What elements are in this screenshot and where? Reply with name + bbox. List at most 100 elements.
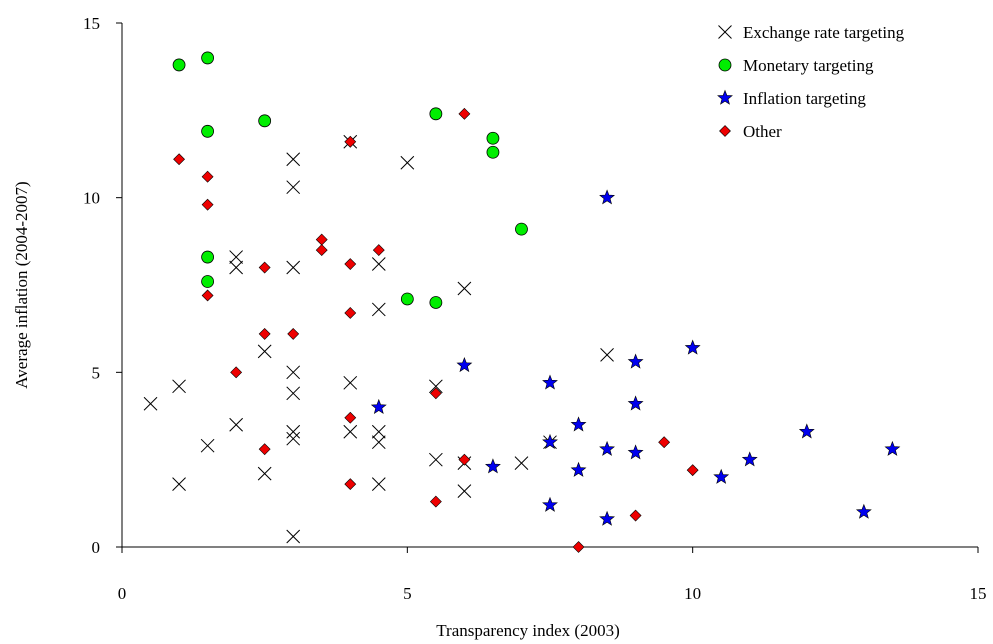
data-point-exchange-rate-targeting: [371, 302, 386, 317]
data-point-exchange-rate-targeting: [429, 379, 443, 394]
series-inflation-targeting: [370, 189, 901, 526]
y-tick-label: 0: [92, 538, 101, 557]
data-point-exchange-rate-targeting: [286, 386, 301, 401]
legend-label: Exchange rate targeting: [743, 23, 905, 42]
data-point-exchange-rate-targeting: [286, 365, 301, 380]
data-point-monetary-targeting: [429, 107, 443, 121]
data-point-monetary-targeting: [515, 222, 528, 236]
data-point-exchange-rate-targeting: [257, 466, 272, 481]
x-tick-label: 15: [970, 584, 987, 603]
data-point-monetary-targeting: [201, 51, 215, 65]
data-point-monetary-targeting: [486, 131, 500, 145]
data-point-inflation-targeting: [627, 444, 644, 460]
data-point-exchange-rate-targeting: [172, 477, 186, 491]
data-point-inflation-targeting: [570, 416, 587, 432]
data-point-inflation-targeting: [456, 357, 473, 373]
data-point-inflation-targeting: [599, 189, 615, 205]
data-point-other: [344, 478, 357, 491]
data-point-other: [201, 198, 214, 211]
data-point-other: [629, 509, 642, 522]
data-point-other: [315, 244, 328, 256]
data-point-monetary-targeting: [258, 114, 272, 128]
x-tick-label: 5: [403, 584, 412, 603]
ticks: 0 5 10 15 0 5 10 15: [83, 14, 987, 603]
legend-marker: [717, 89, 733, 105]
y-tick-label: 5: [92, 363, 101, 382]
data-point-monetary-targeting: [486, 145, 500, 159]
series-exchange-rate-targeting: [143, 134, 614, 544]
data-point-inflation-targeting: [884, 440, 901, 456]
data-point-exchange-rate-targeting: [457, 281, 472, 296]
data-point-exchange-rate-targeting: [286, 260, 301, 275]
x-tick-label: 10: [684, 584, 701, 603]
data-point-inflation-targeting: [627, 395, 644, 411]
legend-marker: [718, 58, 732, 72]
legend-item-other: Other: [719, 122, 782, 141]
data-point-other: [201, 289, 214, 302]
legend: Exchange rate targeting Monetary targetin…: [717, 23, 905, 141]
legend-label: Other: [743, 122, 782, 141]
data-point-exchange-rate-targeting: [343, 375, 358, 390]
data-point-monetary-targeting: [201, 124, 215, 138]
data-point-other: [201, 170, 214, 183]
x-axis-title: Transparency index (2003): [436, 621, 620, 640]
y-axis-title: Average inflation (2004-2007): [12, 181, 31, 388]
data-point-inflation-targeting: [542, 496, 558, 512]
data-point-other: [429, 495, 442, 508]
data-point-exchange-rate-targeting: [286, 529, 301, 544]
data-point-exchange-rate-targeting: [200, 438, 215, 453]
data-point-other: [258, 261, 271, 274]
data-point-other: [686, 464, 699, 477]
data-point-other: [572, 541, 585, 553]
data-point-exchange-rate-targeting: [600, 348, 614, 362]
data-point-exchange-rate-targeting: [172, 379, 186, 394]
data-point-exchange-rate-targeting: [143, 396, 158, 411]
data-point-exchange-rate-targeting: [257, 344, 272, 359]
data-point-inflation-targeting: [542, 374, 558, 390]
data-point-other: [230, 366, 243, 379]
data-point-exchange-rate-targeting: [229, 417, 243, 432]
data-point-exchange-rate-targeting: [229, 250, 243, 264]
data-point-other: [258, 443, 271, 456]
data-point-inflation-targeting: [485, 458, 501, 474]
data-point-other: [658, 436, 671, 449]
data-point-inflation-targeting: [599, 510, 615, 526]
data-point-exchange-rate-targeting: [286, 152, 301, 167]
data-point-exchange-rate-targeting: [400, 155, 415, 170]
legend-label: Inflation targeting: [743, 89, 866, 108]
legend-item-monetary-targeting: Monetary targeting: [718, 56, 874, 75]
data-point-monetary-targeting: [172, 58, 186, 72]
data-point-exchange-rate-targeting: [429, 452, 443, 467]
legend-label: Monetary targeting: [743, 56, 874, 75]
data-point-monetary-targeting: [400, 292, 414, 306]
data-point-inflation-targeting: [627, 353, 644, 369]
data-point-other: [458, 107, 471, 120]
data-point-inflation-targeting: [570, 461, 587, 477]
y-tick-label: 10: [83, 189, 100, 208]
data-point-other: [173, 153, 185, 166]
data-point-inflation-targeting: [684, 339, 701, 355]
data-point-exchange-rate-targeting: [286, 180, 301, 195]
data-point-exchange-rate-targeting: [371, 477, 386, 491]
data-point-other: [258, 327, 271, 340]
legend-item-inflation-targeting: Inflation targeting: [717, 89, 866, 108]
data-point-inflation-targeting: [370, 398, 387, 415]
data-point-inflation-targeting: [798, 423, 815, 439]
data-point-exchange-rate-targeting: [229, 260, 243, 275]
y-tick-label: 15: [83, 14, 100, 33]
data-point-monetary-targeting: [201, 275, 215, 288]
data-point-monetary-targeting: [429, 296, 443, 309]
data-point-other: [344, 258, 357, 270]
data-point-exchange-rate-targeting: [371, 424, 386, 439]
data-point-inflation-targeting: [713, 468, 730, 484]
legend-marker: [719, 125, 731, 137]
data-point-other: [315, 233, 328, 246]
data-point-other: [458, 453, 471, 466]
legend-marker: [718, 25, 732, 39]
data-point-other: [429, 387, 442, 400]
data-point-exchange-rate-targeting: [343, 424, 358, 439]
data-point-inflation-targeting: [599, 440, 615, 456]
data-point-other: [372, 244, 385, 256]
data-point-inflation-targeting: [741, 451, 758, 467]
